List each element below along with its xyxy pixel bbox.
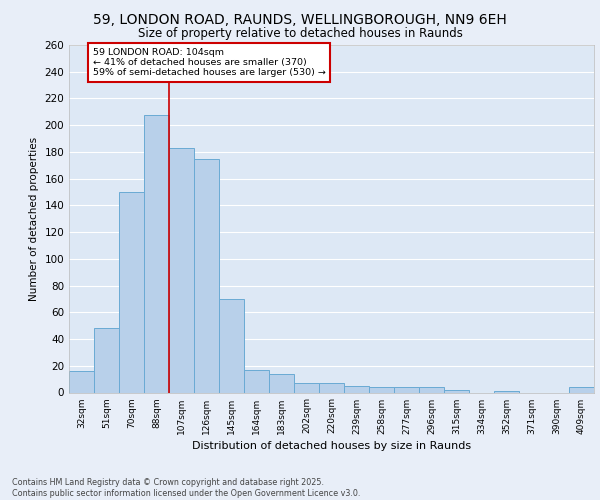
Bar <box>419 387 444 392</box>
Bar <box>294 383 319 392</box>
Bar <box>369 387 394 392</box>
Text: Size of property relative to detached houses in Raunds: Size of property relative to detached ho… <box>137 28 463 40</box>
Bar <box>344 386 369 392</box>
Bar <box>119 192 144 392</box>
Bar <box>69 371 94 392</box>
Bar <box>444 390 469 392</box>
Bar <box>144 114 169 392</box>
Bar <box>169 148 194 392</box>
Text: 59 LONDON ROAD: 104sqm
← 41% of detached houses are smaller (370)
59% of semi-de: 59 LONDON ROAD: 104sqm ← 41% of detached… <box>93 48 326 78</box>
Text: 59, LONDON ROAD, RAUNDS, WELLINGBOROUGH, NN9 6EH: 59, LONDON ROAD, RAUNDS, WELLINGBOROUGH,… <box>93 12 507 26</box>
Bar <box>94 328 119 392</box>
Bar <box>269 374 294 392</box>
Y-axis label: Number of detached properties: Number of detached properties <box>29 136 39 301</box>
Bar <box>244 370 269 392</box>
Text: Contains HM Land Registry data © Crown copyright and database right 2025.
Contai: Contains HM Land Registry data © Crown c… <box>12 478 361 498</box>
Bar <box>219 299 244 392</box>
Bar <box>494 391 519 392</box>
Bar <box>569 387 594 392</box>
Bar <box>319 383 344 392</box>
X-axis label: Distribution of detached houses by size in Raunds: Distribution of detached houses by size … <box>192 440 471 450</box>
Bar <box>194 158 219 392</box>
Bar <box>394 387 419 392</box>
